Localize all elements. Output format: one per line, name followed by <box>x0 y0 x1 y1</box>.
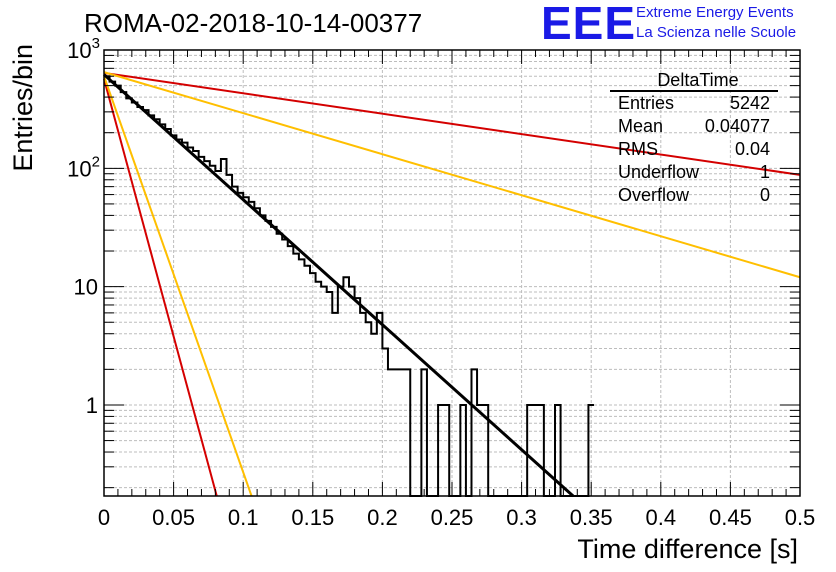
x-tick-label: 0.05 <box>152 505 195 530</box>
x-tick-label: 0.25 <box>431 505 474 530</box>
x-axis-label: Time difference [s] <box>577 534 798 564</box>
fit-line-1 <box>103 71 801 176</box>
stats-label: Entries <box>618 93 675 113</box>
stats-row-mean: Mean 0.04077 <box>610 115 778 138</box>
x-tick-label: 0.5 <box>785 505 816 530</box>
stats-label: Overflow <box>618 185 690 205</box>
x-tick-label: 0 <box>98 505 110 530</box>
y-tick-label: 102 <box>67 153 100 181</box>
stats-value: 0 <box>759 185 770 205</box>
x-tick-label: 0.4 <box>646 505 677 530</box>
x-tick-label: 0.1 <box>228 505 259 530</box>
stats-row-overflow: Overflow 0 <box>610 184 778 207</box>
stats-label: Mean <box>618 116 664 136</box>
logo-line-1: Extreme Energy Events <box>636 4 794 21</box>
stats-box: DeltaTime Entries 5242 Mean 0.04077 RMS … <box>610 70 778 207</box>
fit-line-3 <box>103 78 218 497</box>
stats-row-underflow: Underflow 1 <box>610 161 778 184</box>
chart-title: ROMA-02-2018-10-14-00377 <box>84 8 423 38</box>
x-tick-label: 0.2 <box>367 505 398 530</box>
y-tick-label: 10 <box>74 275 98 300</box>
stats-label: RMS <box>618 139 658 159</box>
x-tick-label: 0.45 <box>709 505 752 530</box>
stats-title: DeltaTime <box>610 70 778 92</box>
stats-value: 5242 <box>729 93 770 113</box>
x-tick-label: 0.15 <box>291 505 334 530</box>
y-axis-label: Entries/bin <box>8 44 38 172</box>
logo-line-2: La Scienza nelle Scuole <box>636 24 797 41</box>
fit-line-2 <box>103 71 801 279</box>
fit-line-4 <box>103 75 253 497</box>
y-tick-label: 103 <box>67 35 100 63</box>
x-tick-label: 0.3 <box>506 505 537 530</box>
fit-line-5 <box>102 73 575 498</box>
x-tick-label: 0.35 <box>570 505 613 530</box>
eee-logo: EEE <box>541 0 637 49</box>
stats-value: 0.04 <box>734 139 770 159</box>
stats-row-rms: RMS 0.04 <box>610 138 778 161</box>
y-tick-label: 1 <box>86 393 98 418</box>
stats-label: Underflow <box>618 162 700 182</box>
stats-row-entries: Entries 5242 <box>610 92 778 115</box>
stats-value: 0.04077 <box>704 116 770 136</box>
stats-value: 1 <box>759 162 770 182</box>
